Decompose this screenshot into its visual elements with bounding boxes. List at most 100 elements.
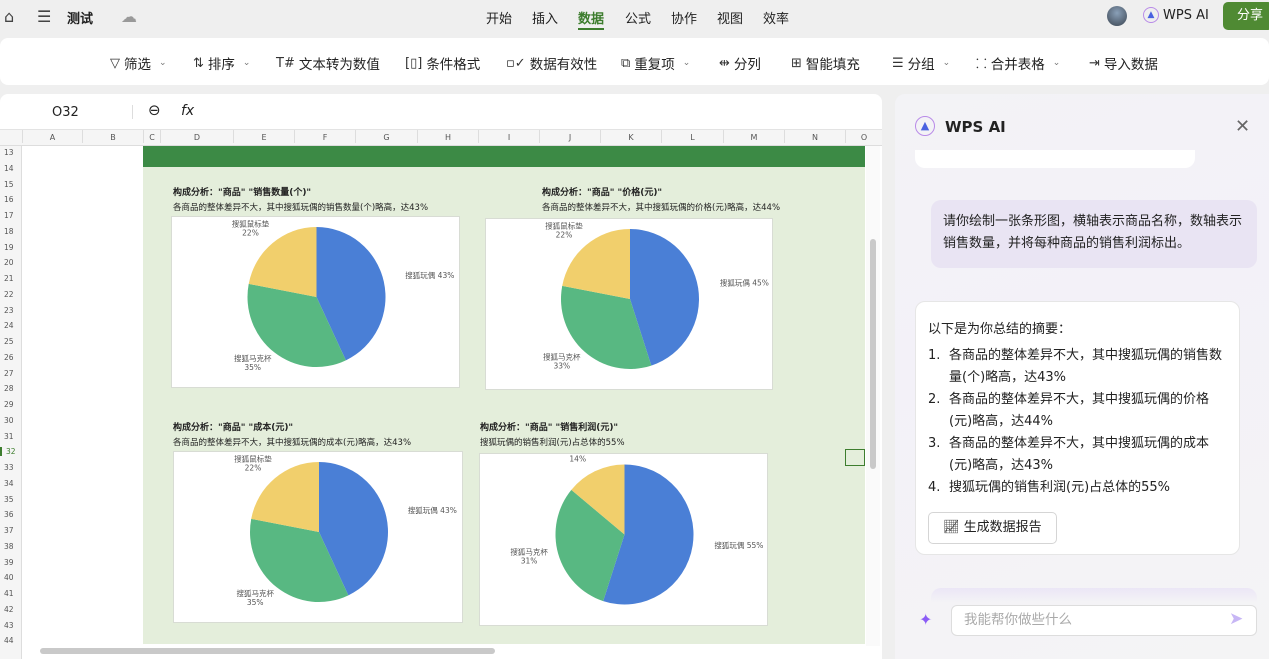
magic-wand-icon[interactable]: ✦ xyxy=(919,610,933,629)
column-header[interactable]: K xyxy=(600,130,661,143)
row-header[interactable]: 44 xyxy=(4,636,14,646)
row-header[interactable]: 13 xyxy=(4,148,14,157)
toolbar-duplicates-button[interactable]: ⧉ 重复项 ⌄ xyxy=(621,53,691,74)
avatar[interactable] xyxy=(1107,6,1127,26)
chevron-down-icon[interactable]: ⌄ xyxy=(1052,58,1061,68)
pie-chart[interactable]: 搜狐玩偶 45% 搜狐马克杯 33% 搜狐鼠标垫 22% xyxy=(485,218,773,390)
column-header[interactable]: N xyxy=(784,130,845,143)
toolbar-group-button[interactable]: ☰ 分组 ⌄ xyxy=(892,53,951,74)
generate-report-button[interactable]: 📈︎ 生成数据报告 xyxy=(928,512,1057,544)
selected-cell[interactable] xyxy=(845,449,865,466)
pie-slice[interactable] xyxy=(316,227,386,361)
toolbar-sort-button[interactable]: ⇅ 排序 ⌄ xyxy=(193,53,251,74)
home-icon[interactable]: ⌂ xyxy=(4,7,15,26)
toolbar-data-validation-button[interactable]: ▫✓ 数据有效性 xyxy=(506,53,597,74)
toolbar-merge-tables-button[interactable]: ⸬ 合并表格 ⌄ xyxy=(976,53,1060,73)
toolbar-split-columns-button[interactable]: ⇹ 分列 xyxy=(719,53,761,74)
row-header[interactable]: 31 xyxy=(4,431,14,441)
send-icon[interactable]: ➤ xyxy=(1229,609,1244,629)
chevron-down-icon[interactable]: ⌄ xyxy=(159,58,167,68)
row-header[interactable]: 15 xyxy=(4,179,14,189)
row-header[interactable]: 30 xyxy=(4,415,14,425)
pie-chart[interactable]: 搜狐玩偶 43% 搜狐马克杯 35% 搜狐鼠标垫 22% xyxy=(171,216,460,388)
toolbar-filter-button[interactable]: ▽ 筛选 ⌄ xyxy=(110,53,167,74)
pie-slice[interactable] xyxy=(561,285,652,369)
menu-tab-5[interactable]: 视图 xyxy=(717,12,744,27)
toolbar-conditional-format-button[interactable]: [▯] 条件格式 xyxy=(405,53,480,74)
pie-slice[interactable] xyxy=(562,229,630,299)
column-header[interactable]: J xyxy=(539,130,600,143)
toolbar-import-data-button[interactable]: ⇥ 导入数据 xyxy=(1089,53,1158,74)
column-header[interactable]: G xyxy=(355,130,417,143)
column-header[interactable]: C xyxy=(143,130,160,143)
row-header[interactable]: 37 xyxy=(4,526,14,535)
row-header[interactable]: 25 xyxy=(4,337,14,346)
row-header[interactable]: 36 xyxy=(4,510,14,520)
menu-tab-4[interactable]: 协作 xyxy=(671,12,698,27)
column-header[interactable]: L xyxy=(661,130,723,143)
chevron-down-icon[interactable]: ⌄ xyxy=(242,58,251,68)
column-header[interactable]: F xyxy=(294,130,355,143)
pie-slice[interactable] xyxy=(571,464,625,535)
row-header[interactable]: 43 xyxy=(4,620,14,630)
pie-slice[interactable] xyxy=(555,489,625,602)
menu-icon[interactable]: ☰ xyxy=(37,7,52,26)
pie-slice[interactable] xyxy=(603,464,694,605)
row-header[interactable]: 41 xyxy=(4,589,14,598)
zoom-icon[interactable]: ⊖ xyxy=(148,101,161,119)
row-header[interactable]: 19 xyxy=(4,242,14,252)
toolbar-smart-fill-button[interactable]: ⊞ 智能填充 xyxy=(791,53,860,74)
row-header[interactable]: 21 xyxy=(4,274,14,283)
fx-label[interactable]: fx xyxy=(181,103,195,119)
pie-chart[interactable]: 搜狐玩偶 43% 搜狐马克杯 35% 搜狐鼠标垫 22% xyxy=(173,451,463,623)
pie-slice[interactable] xyxy=(247,283,346,367)
close-icon[interactable]: ✕ xyxy=(1235,116,1251,137)
wps-ai-button[interactable]: ▲ WPS AI xyxy=(1143,7,1209,23)
row-header[interactable]: 23 xyxy=(4,305,14,315)
row-header[interactable]: 28 xyxy=(4,384,14,394)
chevron-down-icon[interactable]: ⌄ xyxy=(942,58,951,68)
pie-slice[interactable] xyxy=(248,227,317,297)
row-header[interactable]: 29 xyxy=(4,400,14,409)
ai-chat-input[interactable]: 我能帮你做些什么 xyxy=(951,605,1257,636)
column-header[interactable]: O xyxy=(845,130,882,143)
menu-tab-0[interactable]: 开始 xyxy=(486,12,513,27)
row-header[interactable]: 18 xyxy=(4,226,14,236)
row-header[interactable]: 40 xyxy=(4,573,14,583)
document-title[interactable]: 测试 xyxy=(67,12,94,27)
pie-slice[interactable] xyxy=(630,229,699,366)
column-header[interactable]: M xyxy=(723,130,784,143)
row-header[interactable]: 22 xyxy=(4,289,14,299)
row-header[interactable]: 27 xyxy=(4,368,14,378)
column-header[interactable]: B xyxy=(82,130,143,143)
row-header[interactable]: 33 xyxy=(4,463,14,472)
column-header[interactable]: A xyxy=(22,130,82,143)
row-header[interactable]: 17 xyxy=(4,211,14,220)
row-header[interactable]: 26 xyxy=(4,352,14,362)
row-header[interactable]: 14 xyxy=(4,163,14,173)
chevron-down-icon[interactable]: ⌄ xyxy=(682,58,691,68)
row-header[interactable]: 16 xyxy=(4,195,14,205)
row-header[interactable]: 32 xyxy=(0,447,22,457)
column-header[interactable]: D xyxy=(160,130,233,143)
row-header[interactable]: 20 xyxy=(4,258,14,268)
cloud-sync-icon[interactable]: ☁ xyxy=(121,7,137,26)
menu-tab-2[interactable]: 数据 xyxy=(578,8,605,30)
vertical-scroll-thumb[interactable] xyxy=(870,239,876,469)
menu-tab-1[interactable]: 插入 xyxy=(532,12,559,27)
row-header[interactable]: 35 xyxy=(4,494,14,504)
pie-slice[interactable] xyxy=(251,462,319,532)
pie-slice[interactable] xyxy=(319,462,388,596)
toolbar-text-to-number-button[interactable]: T# 文本转为数值 xyxy=(276,53,380,74)
row-header[interactable]: 42 xyxy=(4,604,14,614)
menu-tab-6[interactable]: 效率 xyxy=(763,12,790,27)
row-header[interactable]: 24 xyxy=(4,321,14,331)
pie-slice[interactable] xyxy=(250,518,349,602)
row-header[interactable]: 34 xyxy=(4,478,14,488)
column-header[interactable]: E xyxy=(233,130,294,143)
horizontal-scroll-thumb[interactable] xyxy=(40,648,495,654)
column-header[interactable]: H xyxy=(417,130,478,143)
row-header[interactable]: 39 xyxy=(4,557,14,567)
column-header[interactable]: I xyxy=(478,130,539,143)
